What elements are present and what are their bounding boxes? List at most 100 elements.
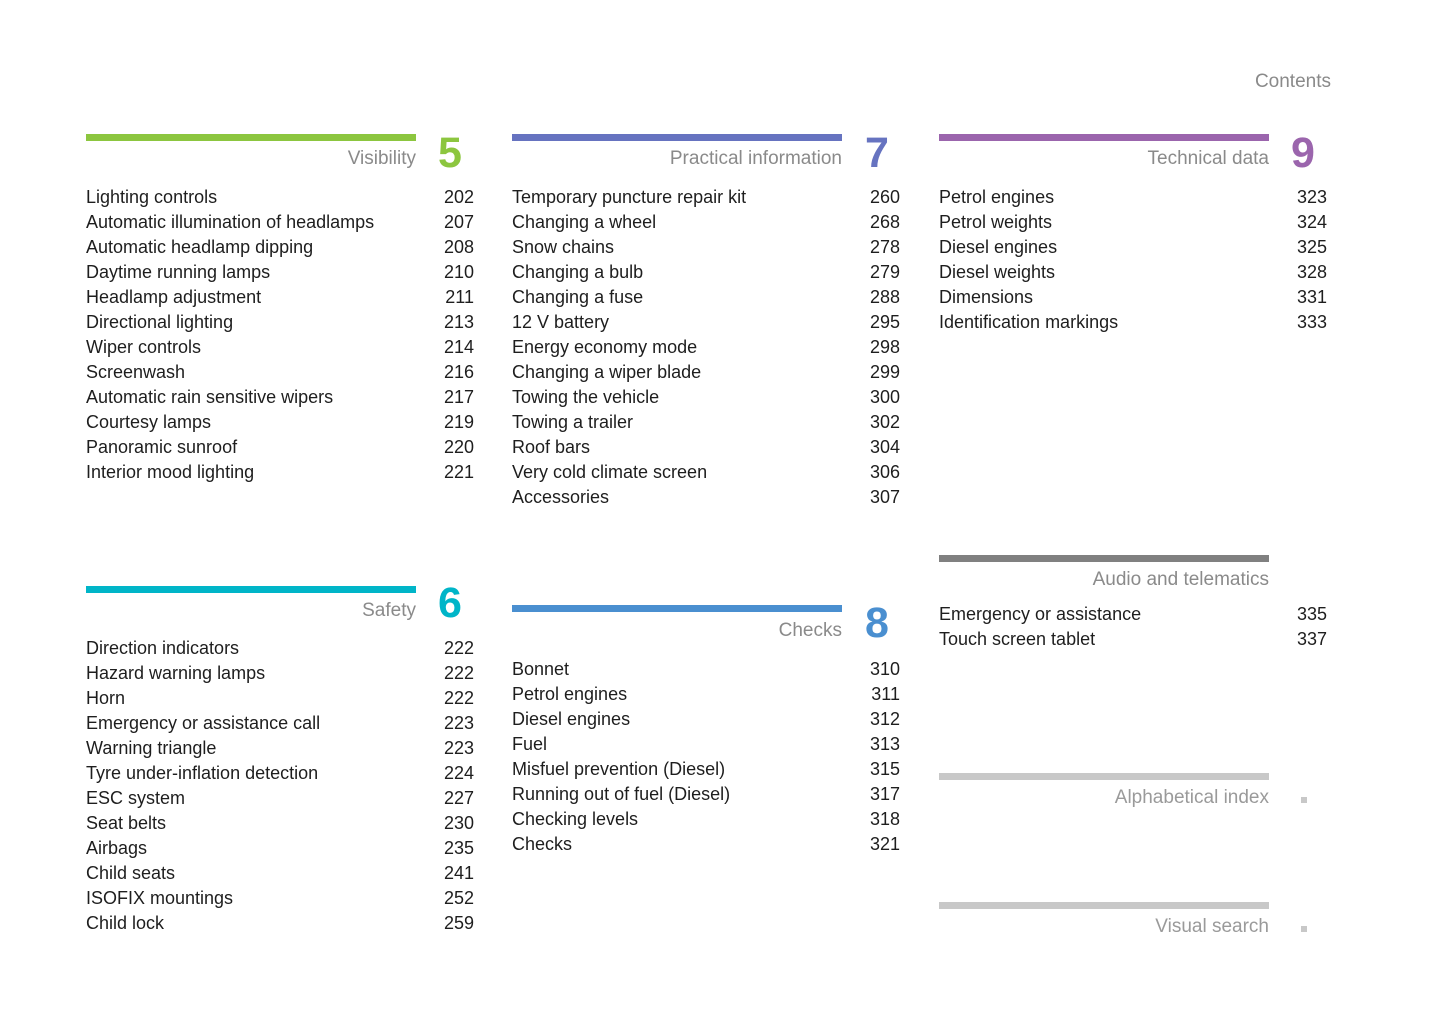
toc-entry[interactable]: Wiper controls 214	[86, 335, 474, 360]
toc-entry[interactable]: Towing a trailer 302	[512, 410, 900, 435]
toc-entry-page: 222	[443, 638, 474, 658]
section-title-safety[interactable]: Safety	[362, 600, 416, 621]
section-title-practical[interactable]: Practical information	[669, 148, 842, 169]
toc-entry[interactable]: Petrol engines 311	[512, 682, 900, 707]
toc-entry[interactable]: Fuel 313	[512, 732, 900, 757]
toc-entry[interactable]: Very cold climate screen 306	[512, 460, 900, 485]
toc-entry[interactable]: ISOFIX mountings 252	[86, 886, 474, 911]
section-number-checks[interactable]: 8	[865, 599, 889, 647]
toc-entry[interactable]: Daytime running lamps 210	[86, 260, 474, 285]
toc-entry[interactable]: Hazard warning lamps 222	[86, 661, 474, 686]
section-bar-technical	[939, 134, 1269, 141]
toc-entry[interactable]: Misfuel prevention (Diesel) 315	[512, 757, 900, 782]
toc-entry-page: 300	[869, 387, 900, 407]
entry-list-checks: Bonnet 310 Petrol engines 311 Diesel engines…	[512, 657, 900, 857]
toc-entry[interactable]: Warning triangle 223	[86, 736, 474, 761]
toc-entry[interactable]: Emergency or assistance 335	[939, 602, 1327, 627]
toc-entry-label: Horn	[86, 688, 126, 708]
toc-entry[interactable]: Panoramic sunroof 220	[86, 435, 474, 460]
toc-entry-label: Towing the vehicle	[512, 387, 660, 407]
toc-entry[interactable]: Energy economy mode 298	[512, 335, 900, 360]
toc-entry[interactable]: Towing the vehicle 300	[512, 385, 900, 410]
toc-entry-page: 304	[869, 437, 900, 457]
toc-entry[interactable]: Changing a fuse 288	[512, 285, 900, 310]
toc-entry[interactable]: Diesel engines 325	[939, 235, 1327, 260]
toc-entry[interactable]: Roof bars 304	[512, 435, 900, 460]
section-title-checks[interactable]: Checks	[778, 620, 842, 641]
toc-entry[interactable]: Seat belts 230	[86, 811, 474, 836]
toc-entry-label: Misfuel prevention (Diesel)	[512, 759, 726, 779]
toc-entry[interactable]: Diesel weights 328	[939, 260, 1327, 285]
toc-entry[interactable]: Tyre under-inflation detection 224	[86, 761, 474, 786]
toc-entry-page: 252	[443, 888, 474, 908]
toc-entry-label: ESC system	[86, 788, 186, 808]
section-number-technical[interactable]: 9	[1291, 129, 1315, 177]
toc-entry[interactable]: Running out of fuel (Diesel) 317	[512, 782, 900, 807]
toc-entry-label: Changing a bulb	[512, 262, 644, 282]
toc-entry-page: 202	[443, 187, 474, 207]
section-title-visual[interactable]: Visual search	[1155, 916, 1269, 937]
toc-entry[interactable]: Snow chains 278	[512, 235, 900, 260]
toc-entry[interactable]: Screenwash 216	[86, 360, 474, 385]
toc-entry[interactable]: Automatic headlamp dipping 208	[86, 235, 474, 260]
toc-entry[interactable]: Temporary puncture repair kit 260	[512, 185, 900, 210]
toc-entry[interactable]: Accessories 307	[512, 485, 900, 510]
toc-entry[interactable]: ESC system 227	[86, 786, 474, 811]
toc-entry[interactable]: Checks 321	[512, 832, 900, 857]
toc-entry[interactable]: Child lock 259	[86, 911, 474, 936]
toc-entry-page: 207	[443, 212, 474, 232]
section-number-safety[interactable]: 6	[438, 579, 462, 627]
toc-entry-page: 312	[869, 709, 900, 729]
toc-entry[interactable]: Emergency or assistance call 223	[86, 711, 474, 736]
toc-entry-label: Diesel engines	[939, 237, 1058, 257]
toc-entry-page: 224	[443, 763, 474, 783]
toc-entry-label: Petrol weights	[939, 212, 1053, 232]
toc-entry[interactable]: Child seats 241	[86, 861, 474, 886]
toc-entry[interactable]: Changing a wheel 268	[512, 210, 900, 235]
toc-entry-page: 323	[1296, 187, 1327, 207]
toc-entry-page: 307	[869, 487, 900, 507]
toc-entry[interactable]: Petrol engines 323	[939, 185, 1327, 210]
toc-entry[interactable]: 12 V battery 295	[512, 310, 900, 335]
toc-entry-page: 223	[443, 738, 474, 758]
toc-entry[interactable]: Touch screen tablet 337	[939, 627, 1327, 652]
toc-entry[interactable]: Interior mood lighting 221	[86, 460, 474, 485]
toc-entry-page: 299	[869, 362, 900, 382]
toc-entry[interactable]: Bonnet 310	[512, 657, 900, 682]
toc-entry[interactable]: Identification markings 333	[939, 310, 1327, 335]
toc-entry-page: 335	[1296, 604, 1327, 624]
toc-entry[interactable]: Directional lighting 213	[86, 310, 474, 335]
section-bar-safety	[86, 586, 416, 593]
toc-entry-page: 278	[869, 237, 900, 257]
toc-entry[interactable]: Airbags 235	[86, 836, 474, 861]
toc-entry-label: Courtesy lamps	[86, 412, 212, 432]
toc-entry[interactable]: Diesel engines 312	[512, 707, 900, 732]
toc-entry[interactable]: Courtesy lamps 219	[86, 410, 474, 435]
section-title-alphabetical[interactable]: Alphabetical index	[1114, 787, 1269, 808]
toc-entry-label: Checks	[512, 834, 573, 854]
toc-entry[interactable]: Petrol weights 324	[939, 210, 1327, 235]
section-number-practical[interactable]: 7	[865, 129, 889, 177]
toc-entry[interactable]: Changing a wiper blade 299	[512, 360, 900, 385]
toc-entry-label: Towing a trailer	[512, 412, 634, 432]
toc-entry-label: Automatic illumination of headlamps	[86, 212, 375, 232]
toc-entry-label: Automatic rain sensitive wipers	[86, 387, 334, 407]
section-title-technical[interactable]: Technical data	[1147, 148, 1269, 169]
toc-entry[interactable]: Changing a bulb 279	[512, 260, 900, 285]
toc-entry-label: Headlamp adjustment	[86, 287, 262, 307]
toc-entry-label: Dimensions	[939, 287, 1034, 307]
toc-entry[interactable]: Automatic rain sensitive wipers 217	[86, 385, 474, 410]
section-number-visibility[interactable]: 5	[438, 129, 462, 177]
toc-entry[interactable]: Horn 222	[86, 686, 474, 711]
toc-entry[interactable]: Checking levels 318	[512, 807, 900, 832]
toc-entry[interactable]: Automatic illumination of headlamps 207	[86, 210, 474, 235]
toc-entry[interactable]: Headlamp adjustment 211	[86, 285, 474, 310]
toc-entry-page: 222	[443, 688, 474, 708]
toc-entry[interactable]: Dimensions 331	[939, 285, 1327, 310]
toc-entry-page: 217	[443, 387, 474, 407]
toc-entry-page: 211	[445, 287, 474, 307]
section-title-audio[interactable]: Audio and telematics	[1092, 569, 1269, 590]
toc-entry[interactable]: Direction indicators 222	[86, 636, 474, 661]
toc-entry[interactable]: Lighting controls 202	[86, 185, 474, 210]
section-title-visibility[interactable]: Visibility	[347, 148, 416, 169]
